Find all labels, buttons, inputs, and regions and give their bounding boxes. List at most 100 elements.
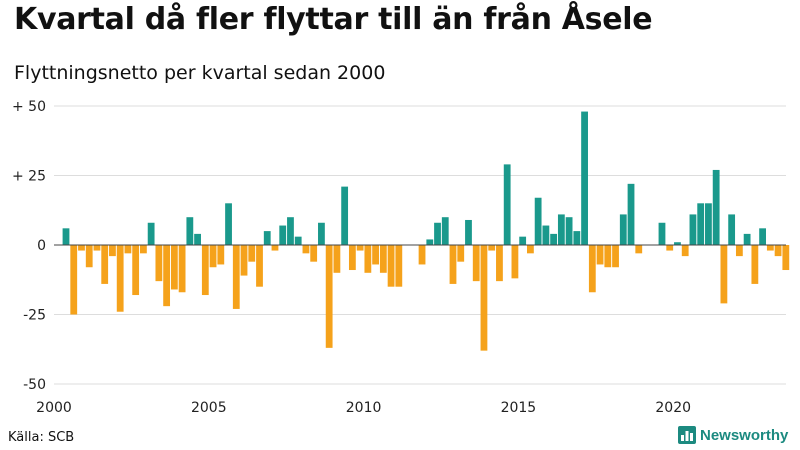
bar [287, 217, 294, 245]
x-tick-label: 2010 [346, 400, 382, 416]
x-tick-label: 2020 [655, 400, 691, 416]
y-tick-label: + 50 [12, 99, 46, 115]
bar [666, 245, 674, 251]
bar [712, 169, 720, 245]
bar [170, 245, 178, 290]
bar [496, 245, 503, 282]
axes: + 50 + 25 0 -25 -50 2000 2005 2010 2015 2020 [12, 99, 786, 416]
bar [542, 225, 550, 245]
bar [217, 245, 225, 265]
bar [759, 228, 766, 245]
bar [310, 245, 318, 262]
bar [356, 245, 364, 251]
bar [418, 245, 426, 265]
bar [186, 217, 194, 245]
bar [619, 214, 627, 245]
gridlines [54, 105, 786, 385]
bar [348, 245, 356, 271]
bar [178, 245, 186, 293]
bar [232, 245, 240, 309]
bar [209, 245, 217, 268]
bar [294, 236, 302, 245]
bar [596, 245, 604, 265]
bar [318, 222, 325, 245]
bar [774, 245, 782, 257]
bar [705, 203, 712, 245]
bar [565, 217, 573, 245]
bar [62, 228, 70, 245]
bar [434, 222, 441, 245]
bar [109, 245, 116, 257]
bar [426, 239, 434, 245]
source-note: Källa: SCB [8, 430, 75, 445]
bar [341, 186, 349, 245]
bar [155, 245, 163, 282]
chart-subtitle: Flyttningsnetto per kvartal sedan 2000 [14, 62, 386, 84]
bar [527, 245, 534, 254]
bar [78, 245, 85, 251]
bar [441, 217, 449, 245]
y-tick-label: -50 [23, 377, 46, 393]
bar [372, 245, 379, 265]
bar [379, 245, 387, 273]
bar [534, 197, 542, 245]
bar [225, 203, 232, 245]
bar [689, 214, 697, 245]
bar [751, 245, 759, 284]
bar [735, 245, 743, 257]
bar [147, 222, 155, 245]
y-tick-label: -25 [23, 308, 46, 324]
bar [279, 225, 287, 245]
bar [70, 245, 78, 315]
bar [132, 245, 140, 296]
bar [93, 245, 101, 251]
bar [387, 245, 395, 287]
bar [782, 245, 790, 271]
bar [766, 245, 774, 251]
x-tick-label: 2015 [501, 400, 537, 416]
bar [697, 203, 705, 245]
bar [503, 164, 511, 245]
y-tick-label: 0 [37, 238, 46, 254]
bar [256, 245, 263, 287]
bar [163, 245, 171, 307]
bar [720, 245, 728, 304]
x-tick-label: 2000 [36, 400, 72, 416]
bar [101, 245, 109, 284]
bar [658, 222, 666, 245]
bar [627, 183, 635, 245]
bar [588, 245, 596, 293]
newsworthy-logo: Newsworthy [678, 426, 788, 444]
x-tick-label: 2005 [191, 400, 227, 416]
bar [604, 245, 612, 268]
bar [465, 219, 472, 245]
bar [263, 231, 271, 245]
bar [674, 242, 681, 245]
bar [248, 245, 256, 262]
bar [271, 245, 279, 251]
bar [480, 245, 488, 351]
y-tick-label: + 25 [12, 169, 46, 185]
bar [550, 233, 558, 245]
bar [472, 245, 480, 282]
bar [511, 245, 519, 279]
bar [573, 231, 581, 245]
bar [124, 245, 132, 254]
bar [395, 245, 403, 287]
bar [194, 233, 201, 245]
bar [612, 245, 619, 268]
bar [488, 245, 496, 251]
bar [519, 236, 527, 245]
chart-title: Kvartal då fler flyttar till än från Åse… [14, 2, 653, 37]
bar [116, 245, 124, 312]
bar [743, 233, 751, 245]
bar [240, 245, 248, 276]
bar [449, 245, 457, 284]
bar [201, 245, 209, 296]
bar [85, 245, 93, 268]
brand-name: Newsworthy [700, 426, 789, 444]
bar [333, 245, 341, 273]
chart-logo-icon [678, 426, 696, 444]
bar [728, 214, 736, 245]
